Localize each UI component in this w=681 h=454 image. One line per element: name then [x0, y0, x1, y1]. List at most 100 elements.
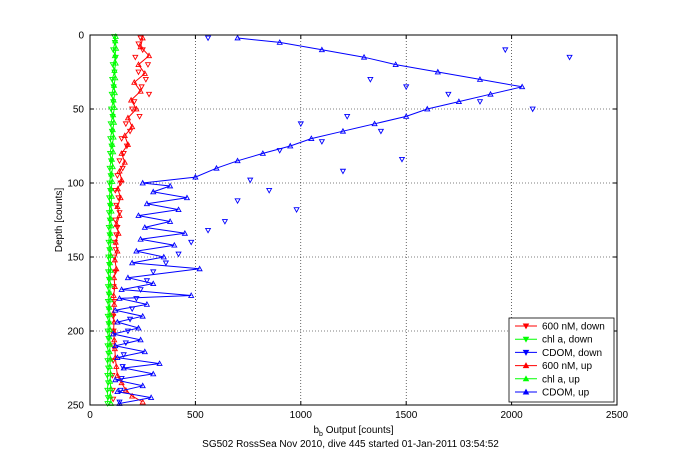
data-point — [143, 301, 151, 307]
series-2 — [116, 35, 573, 406]
data-point — [139, 398, 146, 405]
x-tick-label: 500 — [187, 410, 204, 421]
data-point — [221, 219, 229, 225]
data-point — [118, 379, 125, 386]
legend-item: CDOM, down — [515, 348, 602, 359]
data-point — [120, 364, 127, 371]
data-point — [171, 241, 178, 248]
data-point — [181, 229, 189, 236]
data-point — [142, 77, 150, 83]
series-layer — [104, 33, 573, 407]
data-point — [318, 46, 326, 53]
data-point — [392, 61, 399, 67]
data-point — [107, 200, 115, 207]
data-point — [318, 139, 326, 145]
data-point — [110, 111, 117, 118]
data-point — [116, 399, 123, 406]
data-point — [135, 69, 142, 76]
series-line — [113, 37, 523, 404]
data-point — [339, 127, 347, 134]
data-point — [108, 192, 116, 199]
data-point — [109, 163, 116, 170]
data-point — [107, 370, 114, 377]
legend-label: 600 nM, down — [542, 322, 605, 333]
data-point — [293, 207, 300, 213]
data-point — [110, 133, 117, 140]
data-point — [424, 105, 431, 112]
data-point — [175, 251, 182, 258]
data-point — [112, 238, 119, 245]
data-point — [114, 318, 121, 325]
data-point — [111, 283, 119, 289]
data-point — [434, 68, 441, 75]
legend-item: chl a, down — [515, 335, 593, 346]
data-point — [106, 363, 113, 369]
data-point — [150, 370, 157, 377]
ticks: 0 500 1000 1500 2000 2500 0 50 100 150 200 250 — [67, 31, 628, 422]
data-point — [110, 309, 117, 316]
data-point — [133, 296, 140, 302]
legend-item: chl a, up — [515, 374, 580, 385]
data-point — [127, 96, 135, 103]
data-point — [344, 114, 351, 120]
data-point — [266, 188, 273, 194]
data-point — [106, 348, 113, 355]
data-point — [117, 194, 124, 201]
data-point — [107, 266, 114, 273]
data-point — [455, 98, 463, 104]
x-tick-label: 1500 — [395, 410, 418, 421]
figure-caption: SG502 RossSea Nov 2010, dive 445 started… — [202, 439, 499, 450]
data-point — [141, 70, 148, 76]
data-point — [297, 121, 304, 128]
data-point — [139, 179, 146, 186]
data-point — [107, 385, 115, 392]
data-point — [476, 99, 484, 105]
legend-swatch-marker — [522, 336, 530, 343]
data-point — [135, 41, 142, 48]
data-point — [120, 352, 127, 359]
data-point — [110, 274, 118, 281]
data-point — [111, 301, 118, 307]
data-point — [115, 229, 122, 236]
legend-label: chl a, up — [542, 374, 580, 385]
x-axis-label-rest: Output [counts] — [323, 425, 394, 436]
data-point — [137, 336, 144, 343]
data-point — [192, 173, 199, 180]
data-point — [121, 132, 128, 139]
data-point — [403, 113, 410, 119]
data-point — [234, 198, 241, 205]
data-point — [124, 114, 132, 121]
data-point — [108, 170, 115, 177]
data-point — [109, 178, 116, 184]
data-point — [188, 239, 195, 246]
data-point — [213, 164, 220, 171]
data-point — [204, 227, 212, 234]
data-point — [113, 265, 120, 272]
data-point — [276, 39, 283, 45]
data-point — [377, 128, 385, 135]
data-point — [137, 35, 144, 42]
data-point — [110, 148, 117, 155]
data-point — [145, 91, 153, 98]
data-point — [114, 247, 121, 254]
data-point — [128, 259, 136, 266]
data-point — [107, 392, 114, 399]
data-point — [143, 278, 151, 285]
data-point — [108, 155, 116, 162]
data-point — [128, 106, 136, 113]
legend-item: CDOM, up — [515, 388, 590, 399]
data-point — [247, 177, 254, 184]
data-point — [110, 318, 118, 325]
legend-swatch-marker — [522, 349, 530, 356]
data-point — [160, 253, 167, 260]
legend-swatch-marker — [522, 323, 530, 330]
legend-swatch-marker — [522, 388, 530, 395]
data-point — [112, 37, 119, 44]
data-point — [114, 388, 121, 395]
data-point — [139, 34, 146, 41]
data-point — [137, 87, 144, 94]
data-point — [339, 168, 347, 175]
data-point — [398, 156, 406, 163]
x-tick-label: 2000 — [500, 410, 523, 421]
data-point — [107, 355, 114, 362]
